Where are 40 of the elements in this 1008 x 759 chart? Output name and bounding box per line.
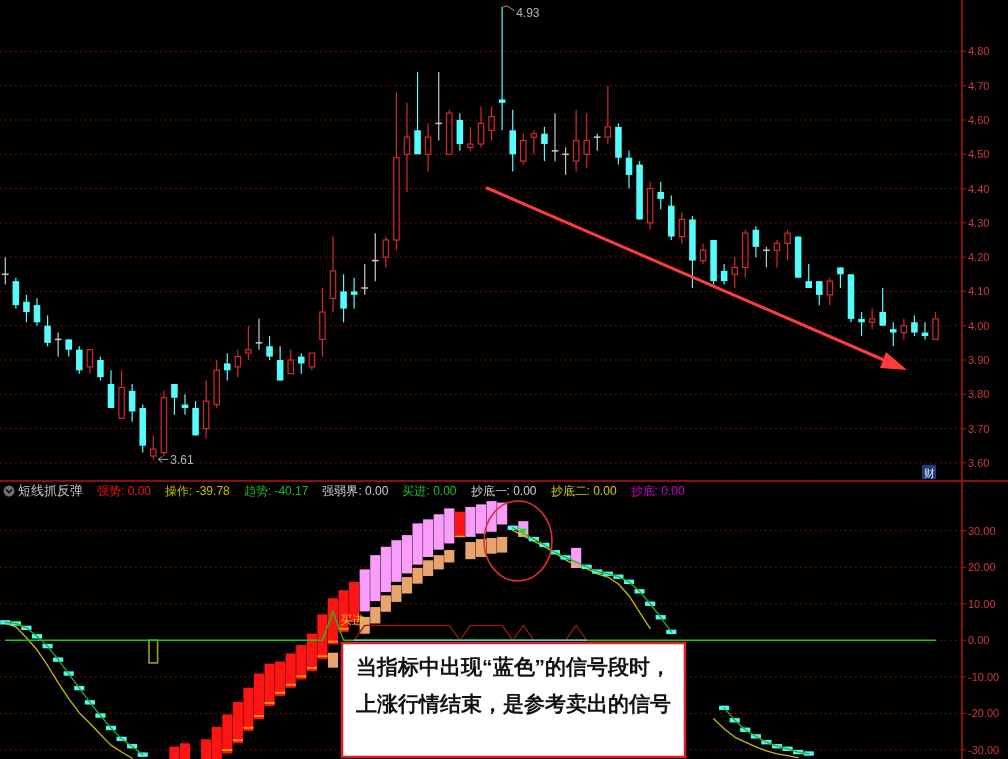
y-tick-label: -20.00: [968, 707, 1000, 720]
y-tick-label: 4.50: [968, 148, 990, 161]
y-tick-label: 4.60: [968, 114, 990, 126]
y-tick-label: 4.30: [968, 216, 990, 229]
y-tick-label: 30.00: [968, 524, 996, 537]
text: 买进: 0.00: [402, 484, 457, 498]
text: 抄底一: 0.00: [470, 484, 537, 498]
y-tick-label: 3.70: [968, 422, 990, 435]
y-tick-label: 3.80: [968, 388, 990, 401]
y-tick-label: 20.00: [968, 561, 996, 574]
y-tick-label: -10.00: [968, 670, 1000, 683]
y-tick-label: -30.00: [968, 743, 1000, 756]
text: 抄底二: 0.00: [550, 484, 617, 498]
text: 趋势: -40.17: [243, 484, 309, 498]
y-tick-label: 10.00: [968, 597, 996, 610]
bar: [327, 652, 339, 668]
text: 操作: -39.78: [165, 484, 230, 498]
y-tick-label: 4.20: [968, 251, 990, 264]
annotation: 3.61: [170, 452, 194, 467]
bar: [454, 511, 465, 536]
y-tick-label: 4.10: [968, 285, 990, 298]
y-tick-label: 4.70: [968, 79, 990, 92]
note: 3.61: [157, 452, 194, 467]
y-tick-label: 4.00: [968, 319, 990, 332]
y-tick-label: 4.40: [968, 182, 990, 195]
y-tick-label: 0.00: [968, 634, 990, 647]
annotation: 当指标中出现“蓝色”的信号段时，: [356, 655, 671, 678]
bar: [148, 639, 159, 664]
text: 抄底: 0.00: [630, 484, 685, 498]
note: 买进: [340, 613, 364, 628]
note: 4.93: [502, 5, 540, 20]
y-tick-label: 3.60: [968, 456, 990, 469]
note: 财: [922, 465, 936, 479]
y-tick-label: 3.90: [968, 354, 990, 366]
chart-title: 短线抓反弹: [18, 483, 83, 498]
text: 强势: 0.00: [97, 484, 152, 498]
y-tick-label: 4.80: [968, 45, 990, 58]
annotation: 4.93: [516, 5, 540, 20]
text: 强弱界: 0.00: [322, 484, 389, 498]
note: 上涨行情结束，是参考卖出的信号: [356, 692, 671, 715]
